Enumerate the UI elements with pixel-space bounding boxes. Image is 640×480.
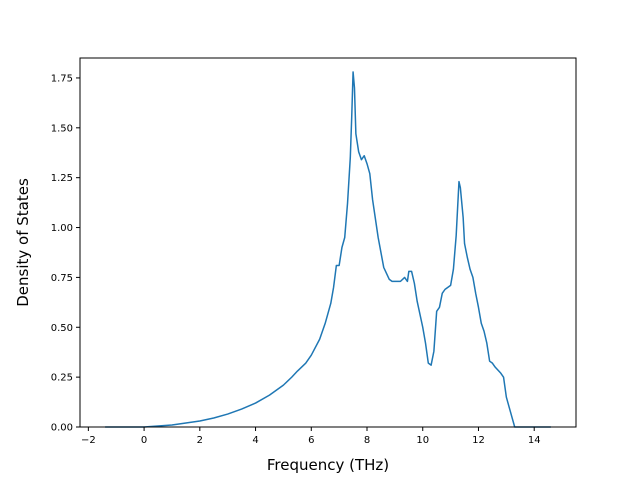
axes-frame <box>79 57 577 428</box>
y-axis-label: Density of States <box>14 178 32 307</box>
y-tick-label: 0.25 <box>51 373 73 384</box>
y-tick-label: 1.00 <box>51 223 73 234</box>
x-tick-label: 10 <box>416 435 429 446</box>
x-tick-label: 8 <box>364 435 370 446</box>
series-layer <box>105 71 551 428</box>
x-tick-label: 2 <box>197 435 203 446</box>
y-tick-label: 1.50 <box>51 123 73 134</box>
y-tick-label: 1.75 <box>51 73 73 84</box>
series-line-0 <box>105 71 551 428</box>
y-axis-ticks: 0.00 0.25 0.50 0.75 1.00 1.25 1.50 1.75 <box>51 73 80 434</box>
y-tick-label: 1.25 <box>51 173 73 184</box>
x-tick-label: −2 <box>81 435 96 446</box>
x-tick-label: 4 <box>252 435 258 446</box>
y-tick-label: 0.75 <box>51 273 73 284</box>
y-tick-label: 0.00 <box>51 423 73 434</box>
x-tick-label: 6 <box>308 435 314 446</box>
plot-area <box>79 57 577 428</box>
x-tick-label: 14 <box>528 435 541 446</box>
x-axis-ticks: −2 0 2 4 6 8 10 12 14 <box>81 427 541 446</box>
x-axis-label: Frequency (THz) <box>267 456 389 474</box>
y-tick-label: 0.50 <box>51 323 73 334</box>
x-tick-label: 12 <box>472 435 485 446</box>
x-tick-label: 0 <box>141 435 147 446</box>
